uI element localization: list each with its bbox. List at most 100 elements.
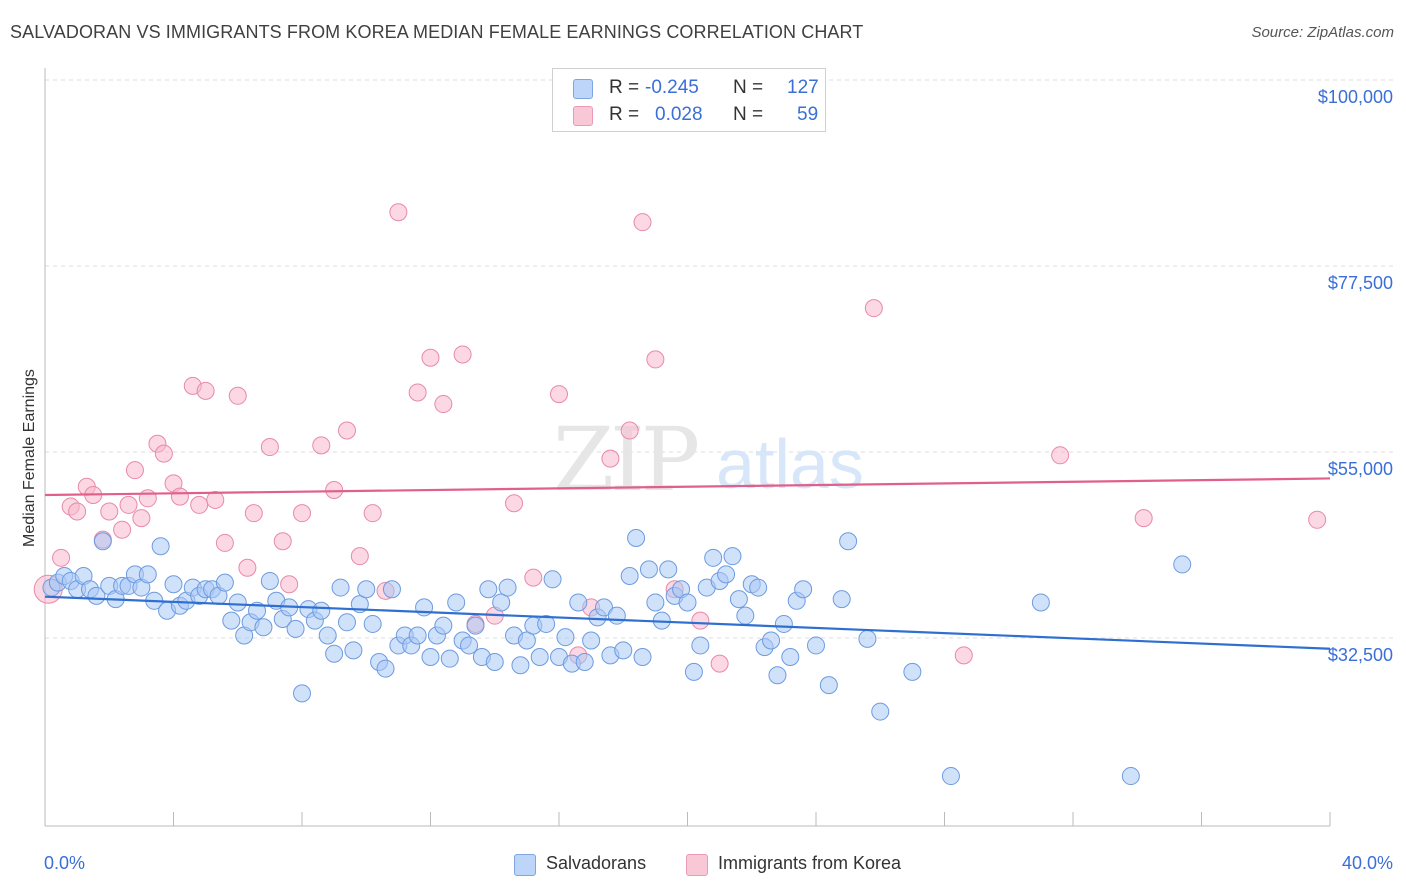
y-tick-label-0: $32,500: [1328, 645, 1393, 665]
legend-n-label: N =: [733, 77, 764, 98]
korea-point-23: [238, 558, 257, 577]
salvadoran-point-127: [1121, 767, 1140, 786]
salvadoran-point-103: [704, 548, 723, 567]
korea-point-9: [119, 495, 138, 514]
korea-point-14: [154, 444, 173, 463]
legend-r-label: R =: [609, 104, 640, 125]
salvadoran-point-7: [87, 586, 106, 605]
korea-point-7: [100, 502, 119, 521]
salvadoran-point-15: [138, 565, 157, 584]
korea-point-44: [550, 385, 568, 404]
korea-point-35: [389, 203, 408, 222]
salvadoran-point-112: [762, 631, 781, 650]
salvadoran-point-128: [1173, 555, 1192, 574]
watermark-atlas: atlas: [716, 425, 864, 503]
salvadoran-point-90: [620, 567, 639, 585]
korea-point-29: [312, 436, 331, 455]
salvadoran-point-119: [819, 676, 838, 695]
korea-point-55: [954, 646, 973, 665]
salvadoran-point-123: [871, 702, 890, 721]
salvadoran-point-92: [633, 648, 652, 667]
salvadoran-point-66: [466, 616, 485, 635]
salvadoran-point-124: [903, 662, 922, 681]
salvadoran-point-46: [337, 613, 356, 632]
salvadoran-point-57: [408, 626, 427, 645]
salvadoran-point-91: [627, 528, 646, 547]
korea-point-27: [280, 575, 299, 594]
korea-point-25: [260, 438, 279, 457]
salvadoran-point-61: [434, 616, 453, 635]
korea-point-32: [350, 547, 369, 566]
korea-point-22: [228, 386, 247, 405]
salvadoran-point-17: [151, 537, 170, 556]
salvadoran-point-59: [421, 648, 440, 667]
legend-r-value: 0.028: [655, 104, 703, 125]
korea-point-48: [620, 421, 639, 440]
salvadoran-point-73: [511, 656, 530, 675]
bottom-legend-label-salvadorans: Salvadorans: [546, 853, 647, 873]
salvadoran-point-86: [594, 598, 613, 617]
korea-point-12: [138, 489, 157, 508]
salvadoran-point-62: [440, 649, 459, 668]
salvadoran-point-68: [479, 580, 498, 599]
chart-source: Source: ZipAtlas.com: [1251, 24, 1394, 41]
korea-point-38: [434, 395, 453, 414]
korea-point-16: [170, 487, 189, 506]
korea-point-24: [244, 504, 263, 523]
salvadoran-point-52: [376, 659, 395, 678]
watermark: ZIP atlas: [553, 408, 864, 511]
salvadoran-point-45: [331, 578, 350, 597]
salvadoran-point-105: [717, 565, 736, 584]
salvadoran-point-117: [794, 580, 813, 599]
bottom-legend-label-korea: Immigrants from Korea: [718, 853, 902, 873]
salvadoran-point-29: [228, 593, 247, 612]
salvadoran-point-71: [498, 578, 517, 597]
salvadoran-point-115: [781, 648, 800, 667]
legend-swatch-blue: [573, 79, 593, 99]
salvadoran-point-77: [537, 614, 556, 633]
salvadoran-point-27: [215, 573, 234, 592]
salvadoran-point-63: [447, 593, 466, 612]
salvadoran-point-101: [691, 636, 710, 655]
korea-point-8: [113, 520, 132, 539]
salvadoran-point-44: [325, 644, 344, 663]
salvadoran-point-19: [164, 575, 183, 594]
salvadoran-point-42: [312, 601, 331, 620]
korea-point-10: [125, 461, 144, 480]
salvadoran-point-50: [363, 614, 382, 633]
salvadoran-point-121: [839, 532, 858, 551]
salvadoran-point-96: [659, 560, 678, 579]
korea-point-37: [421, 348, 440, 367]
salvadoran-point-83: [575, 652, 594, 671]
salvadoran-point-33: [254, 618, 273, 637]
salvadoran-point-122: [858, 629, 877, 648]
trend-lines: [44, 477, 1331, 650]
salvadoran-point-69: [485, 652, 504, 671]
trend-line-salvadorans: [44, 595, 1331, 650]
legend-n-value: 127: [787, 77, 819, 98]
salvadoran-point-80: [556, 628, 575, 647]
salvadoran-point-84: [582, 631, 601, 650]
salvadoran-point-82: [569, 593, 588, 612]
korea-point-54: [864, 299, 883, 318]
y-tick-label-1: $55,000: [1328, 459, 1393, 479]
salvadoran-point-107: [729, 590, 748, 609]
salvadoran-point-47: [344, 641, 363, 660]
salvadoran-point-43: [318, 626, 337, 645]
trend-line-korea: [44, 477, 1331, 497]
korea-point-21: [215, 533, 234, 552]
salvadoran-point-28: [222, 611, 241, 630]
salvadoran-point-114: [774, 614, 793, 633]
korea-point-58: [1308, 510, 1327, 529]
korea-point-11: [132, 509, 151, 528]
axes: [44, 68, 1331, 827]
legend-r-value: -0.245: [645, 77, 699, 98]
korea-point-3: [68, 502, 87, 521]
korea-point-33: [363, 504, 382, 523]
axis-tick-labels: $32,500 $55,000 $77,500 $100,000 0.0% 40.0%: [44, 87, 1393, 873]
korea-point-20: [206, 490, 225, 509]
salvadoran-point-110: [749, 578, 768, 597]
korea-point-28: [293, 504, 311, 523]
korea-point-42: [505, 494, 524, 513]
